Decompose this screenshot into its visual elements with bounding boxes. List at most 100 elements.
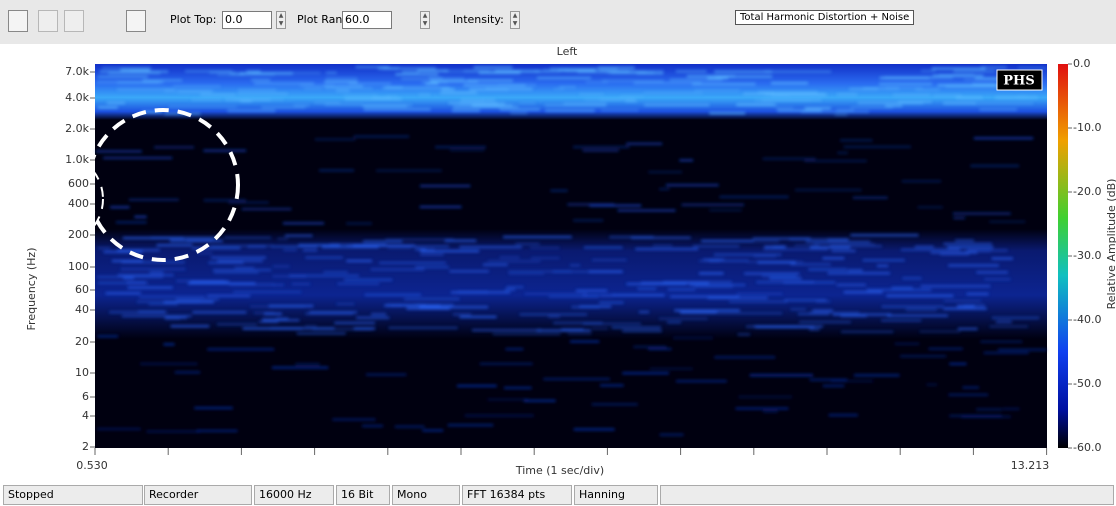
streak — [305, 325, 317, 327]
streak — [384, 305, 440, 307]
streak — [363, 240, 402, 242]
streak — [854, 374, 900, 376]
streak — [97, 335, 118, 337]
streak — [197, 430, 238, 432]
streak — [271, 246, 301, 248]
streak — [648, 171, 682, 173]
streak — [203, 150, 246, 152]
streak — [354, 328, 375, 330]
streak — [465, 415, 534, 417]
streak — [104, 251, 143, 253]
y-tick-label: 60 — [75, 283, 89, 296]
streak — [419, 249, 434, 251]
intensity-spinner[interactable]: ▲▼ — [510, 11, 520, 29]
streak — [453, 313, 471, 315]
streak — [579, 93, 604, 95]
streak — [289, 275, 359, 277]
pointer-button[interactable] — [8, 10, 28, 32]
plot-top-input[interactable]: 0.0 — [222, 11, 272, 29]
colorbar-label: Relative Amplitude (dB) — [1105, 179, 1116, 310]
streak — [149, 303, 178, 305]
streak — [385, 239, 453, 241]
streak — [805, 107, 831, 109]
plot-top-label: Plot Top: — [170, 13, 217, 26]
streak — [1003, 408, 1019, 410]
streak — [635, 248, 698, 250]
streak — [100, 71, 169, 73]
settings-button[interactable] — [126, 10, 146, 32]
streak — [840, 139, 873, 141]
streak — [653, 245, 672, 247]
streak — [850, 234, 918, 236]
streak — [763, 411, 778, 413]
streak — [943, 308, 986, 310]
measurement-box[interactable]: Total Harmonic Distortion + Noise — [735, 10, 914, 25]
plot-range-input[interactable]: 60.0 — [342, 11, 392, 29]
y-tick-label: 200 — [68, 228, 89, 241]
plot-top-spinner[interactable]: ▲▼ — [276, 11, 286, 29]
streak — [217, 260, 263, 262]
streak — [692, 83, 755, 85]
streak — [389, 327, 458, 329]
streak — [176, 298, 219, 300]
streak — [600, 295, 612, 297]
streak — [974, 137, 1033, 139]
y-axis-label: Frequency (Hz) — [25, 248, 38, 331]
streak — [98, 247, 111, 249]
streak — [877, 265, 888, 267]
streak — [808, 268, 847, 270]
streak — [813, 243, 875, 245]
status-cell: 16000 Hz — [254, 485, 334, 505]
streak — [954, 70, 996, 72]
streak — [573, 146, 630, 148]
streak — [592, 328, 608, 330]
streak — [835, 114, 848, 116]
streak — [330, 244, 387, 246]
plot-range-spinner[interactable]: ▲▼ — [420, 11, 430, 29]
streak — [679, 159, 693, 161]
streak — [576, 290, 607, 292]
y-tick-label: 4 — [82, 409, 89, 422]
streak — [235, 267, 255, 269]
streak — [366, 374, 407, 376]
streak — [813, 309, 833, 311]
streak — [441, 88, 454, 90]
streak — [207, 295, 250, 297]
streak — [214, 272, 259, 274]
streak — [178, 91, 211, 93]
streak — [365, 294, 421, 296]
streak — [121, 268, 186, 270]
streak — [507, 286, 524, 288]
streak — [118, 274, 174, 276]
streak — [744, 273, 799, 275]
streak — [764, 71, 831, 73]
streak — [915, 246, 934, 248]
streak — [530, 247, 560, 249]
streak — [238, 89, 276, 91]
streak — [823, 385, 845, 387]
streak — [962, 387, 979, 389]
y-tick-label: 7.0k — [65, 65, 89, 78]
streak — [294, 104, 310, 106]
streak — [884, 76, 933, 78]
streak — [273, 265, 290, 267]
streak — [885, 87, 922, 89]
peak-button[interactable] — [64, 10, 84, 32]
streak — [460, 316, 497, 318]
streak — [553, 271, 622, 273]
streak — [933, 75, 984, 77]
streak — [371, 313, 386, 315]
speaker-button[interactable] — [38, 10, 58, 32]
streak — [354, 136, 410, 138]
streak — [332, 419, 375, 421]
streak — [525, 293, 587, 295]
streak — [867, 289, 932, 291]
streak — [764, 246, 784, 248]
streak — [553, 322, 602, 324]
streak — [315, 138, 356, 140]
streak — [976, 271, 1008, 273]
streak — [97, 81, 164, 83]
streak — [949, 363, 966, 365]
streak — [622, 330, 662, 332]
streak — [297, 332, 346, 334]
